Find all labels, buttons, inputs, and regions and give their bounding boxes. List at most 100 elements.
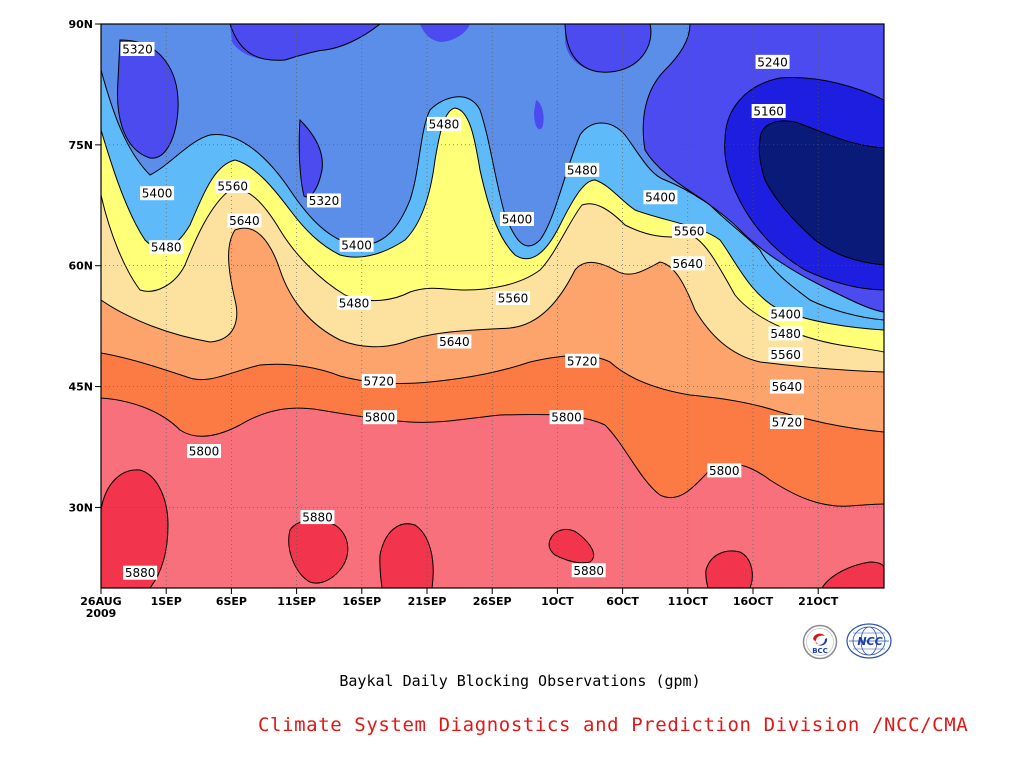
contour-line-5880: [101, 469, 169, 588]
contour-line-5800: [101, 397, 884, 507]
y-tick-label: 75N: [68, 139, 93, 152]
contour-label: 5800: [551, 411, 582, 425]
contour-line-5880: [821, 561, 884, 588]
contour-label: 5560: [674, 225, 705, 239]
y-axis: 30N 45N 60N 75N 90N: [68, 18, 101, 514]
contour-line-5320: [229, 24, 381, 61]
x-tick-label: 11SEP: [277, 595, 316, 608]
contour-line-5880: [548, 528, 595, 564]
contour-line-5560: [101, 188, 884, 353]
bcc-logo-text: BCC: [812, 647, 828, 655]
band-below-5160: [759, 120, 884, 265]
contour-label: 5320: [122, 42, 153, 56]
contour-label: 5400: [770, 308, 801, 322]
contour-label-bg: [755, 54, 790, 69]
contour-label: 5480: [151, 241, 182, 255]
contour-label-bg: [339, 237, 374, 252]
band-above-5880: [705, 550, 753, 588]
ncc-logo-icon: NCC: [845, 622, 893, 660]
contour-label-bg: [768, 307, 803, 322]
contour-line-5880: [705, 550, 753, 588]
contour-label-bg: [149, 240, 184, 255]
contour-label: 5640: [673, 257, 704, 271]
contour-labels: 5320 5400 5480 5560 5640 5320 5400 5480 5480 5400…: [120, 41, 804, 580]
y-tick-label: 60N: [68, 260, 93, 273]
contour-line-5640: [101, 227, 884, 373]
contour-label: 5560: [498, 291, 529, 305]
contour-label-bg: [571, 563, 606, 578]
contour-label-bg: [140, 186, 175, 201]
band-5240-5320: [230, 24, 380, 61]
x-tick-label: 2009: [86, 607, 117, 620]
x-tick-label: 16SEP: [342, 595, 381, 608]
contour-label-bg: [672, 224, 707, 239]
ncc-logo-text: NCC: [857, 635, 882, 648]
contour-label-bg: [363, 410, 398, 425]
contour-label: 5640: [439, 335, 470, 349]
band-above-5880: [822, 562, 884, 588]
contour-line-5320: [642, 24, 884, 321]
contour-label: 5400: [142, 187, 173, 201]
contour-label: 5640: [772, 380, 803, 394]
contour-label: 5800: [709, 464, 740, 478]
contour-label-bg: [215, 178, 250, 193]
band-5240-5320: [117, 40, 179, 159]
chart-caption: Baykal Daily Blocking Observations (gpm): [339, 672, 701, 690]
x-tick-label: 1SEP: [151, 595, 182, 608]
contour-label-bg: [707, 463, 742, 478]
contour-label: 5720: [363, 374, 394, 388]
contour-line-5160: [758, 120, 884, 266]
contour-label-bg: [768, 326, 803, 341]
x-tick-label: 26AUG: [80, 595, 121, 608]
x-tick-label: 21SEP: [408, 595, 447, 608]
contour-label-bg: [187, 444, 222, 459]
contour-label: 5720: [772, 416, 803, 430]
contour-label-bg: [300, 510, 335, 525]
contour-label: 5480: [770, 327, 801, 341]
contour-label: 5880: [125, 566, 156, 580]
contour-line-5320: [564, 24, 652, 73]
contour-line-5240: [724, 77, 884, 291]
contour-label: 5400: [341, 238, 372, 252]
contour-label: 5480: [567, 163, 598, 177]
x-tick-label: 6SEP: [216, 595, 247, 608]
band-above-5880: [379, 523, 434, 588]
contour-label-bg: [336, 295, 371, 310]
contour-label: 5800: [189, 445, 220, 459]
contour-label-bg: [751, 104, 786, 119]
x-tick-label: 16OCT: [733, 595, 774, 608]
y-tick-label: 45N: [68, 381, 93, 394]
contour-label: 5560: [217, 179, 248, 193]
contour-label-bg: [768, 347, 803, 362]
y-tick-label: 30N: [68, 501, 93, 514]
contour-label-bg: [769, 415, 804, 430]
x-tick-label: 11OCT: [668, 595, 709, 608]
y-tick-label: 90N: [68, 18, 93, 31]
contour-label: 5480: [429, 117, 460, 131]
contour-label: 5800: [365, 411, 396, 425]
contour-label-bg: [565, 353, 600, 368]
contour-label-bg: [306, 193, 341, 208]
band-5240-5320: [299, 120, 323, 197]
x-tick-label: 26SEP: [473, 595, 512, 608]
contour-label-bg: [227, 213, 262, 228]
band-above-5880: [288, 520, 348, 584]
grid: [101, 24, 884, 588]
x-tick-label: 1OCT: [541, 595, 574, 608]
band-5240-5320: [420, 24, 470, 42]
contour-label: 5560: [770, 348, 801, 362]
band-5240-5320: [534, 100, 544, 130]
contour-line-5320: [116, 39, 179, 159]
contour-lines: [101, 24, 884, 588]
contour-label-bg: [643, 190, 678, 205]
contour-label-bg: [426, 116, 461, 131]
contour-label: 5400: [645, 191, 676, 205]
x-tick-label: 21OCT: [798, 595, 839, 608]
contour-label-bg: [670, 256, 705, 271]
contour-label: 5880: [302, 511, 333, 525]
contour-label-bg: [549, 410, 584, 425]
contour-label-bg: [769, 379, 804, 394]
contour-label: 5880: [573, 564, 604, 578]
contour-label-bg: [496, 290, 531, 305]
